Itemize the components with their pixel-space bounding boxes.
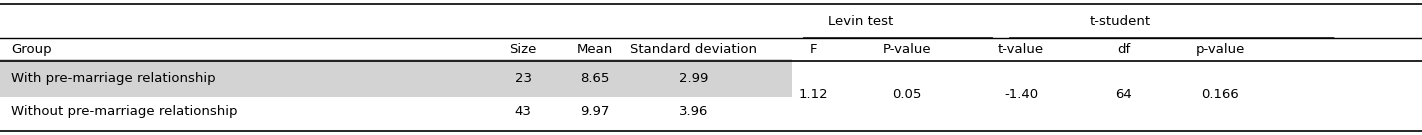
Text: P-value: P-value: [883, 43, 931, 56]
Text: With pre-marriage relationship: With pre-marriage relationship: [11, 72, 216, 85]
Text: Levin test: Levin test: [828, 15, 893, 28]
Text: -1.40: -1.40: [1004, 88, 1038, 101]
Text: Mean: Mean: [576, 43, 613, 56]
Text: 0.05: 0.05: [893, 88, 921, 101]
Text: t-student: t-student: [1091, 15, 1150, 28]
Text: 3.96: 3.96: [680, 105, 708, 118]
Text: Without pre-marriage relationship: Without pre-marriage relationship: [11, 105, 237, 118]
Text: 9.97: 9.97: [580, 105, 609, 118]
Text: 2.99: 2.99: [680, 72, 708, 85]
Text: F: F: [809, 43, 818, 56]
Text: 43: 43: [515, 105, 532, 118]
Text: Standard deviation: Standard deviation: [630, 43, 758, 56]
Text: 8.65: 8.65: [580, 72, 609, 85]
Text: Group: Group: [11, 43, 53, 56]
Text: Size: Size: [509, 43, 538, 56]
Text: 23: 23: [515, 72, 532, 85]
Bar: [0, 59, 792, 97]
Text: 0.166: 0.166: [1202, 88, 1239, 101]
Text: df: df: [1116, 43, 1130, 56]
Text: 1.12: 1.12: [799, 88, 828, 101]
Text: t-value: t-value: [998, 43, 1044, 56]
Text: 64: 64: [1115, 88, 1132, 101]
Text: p-value: p-value: [1196, 43, 1244, 56]
